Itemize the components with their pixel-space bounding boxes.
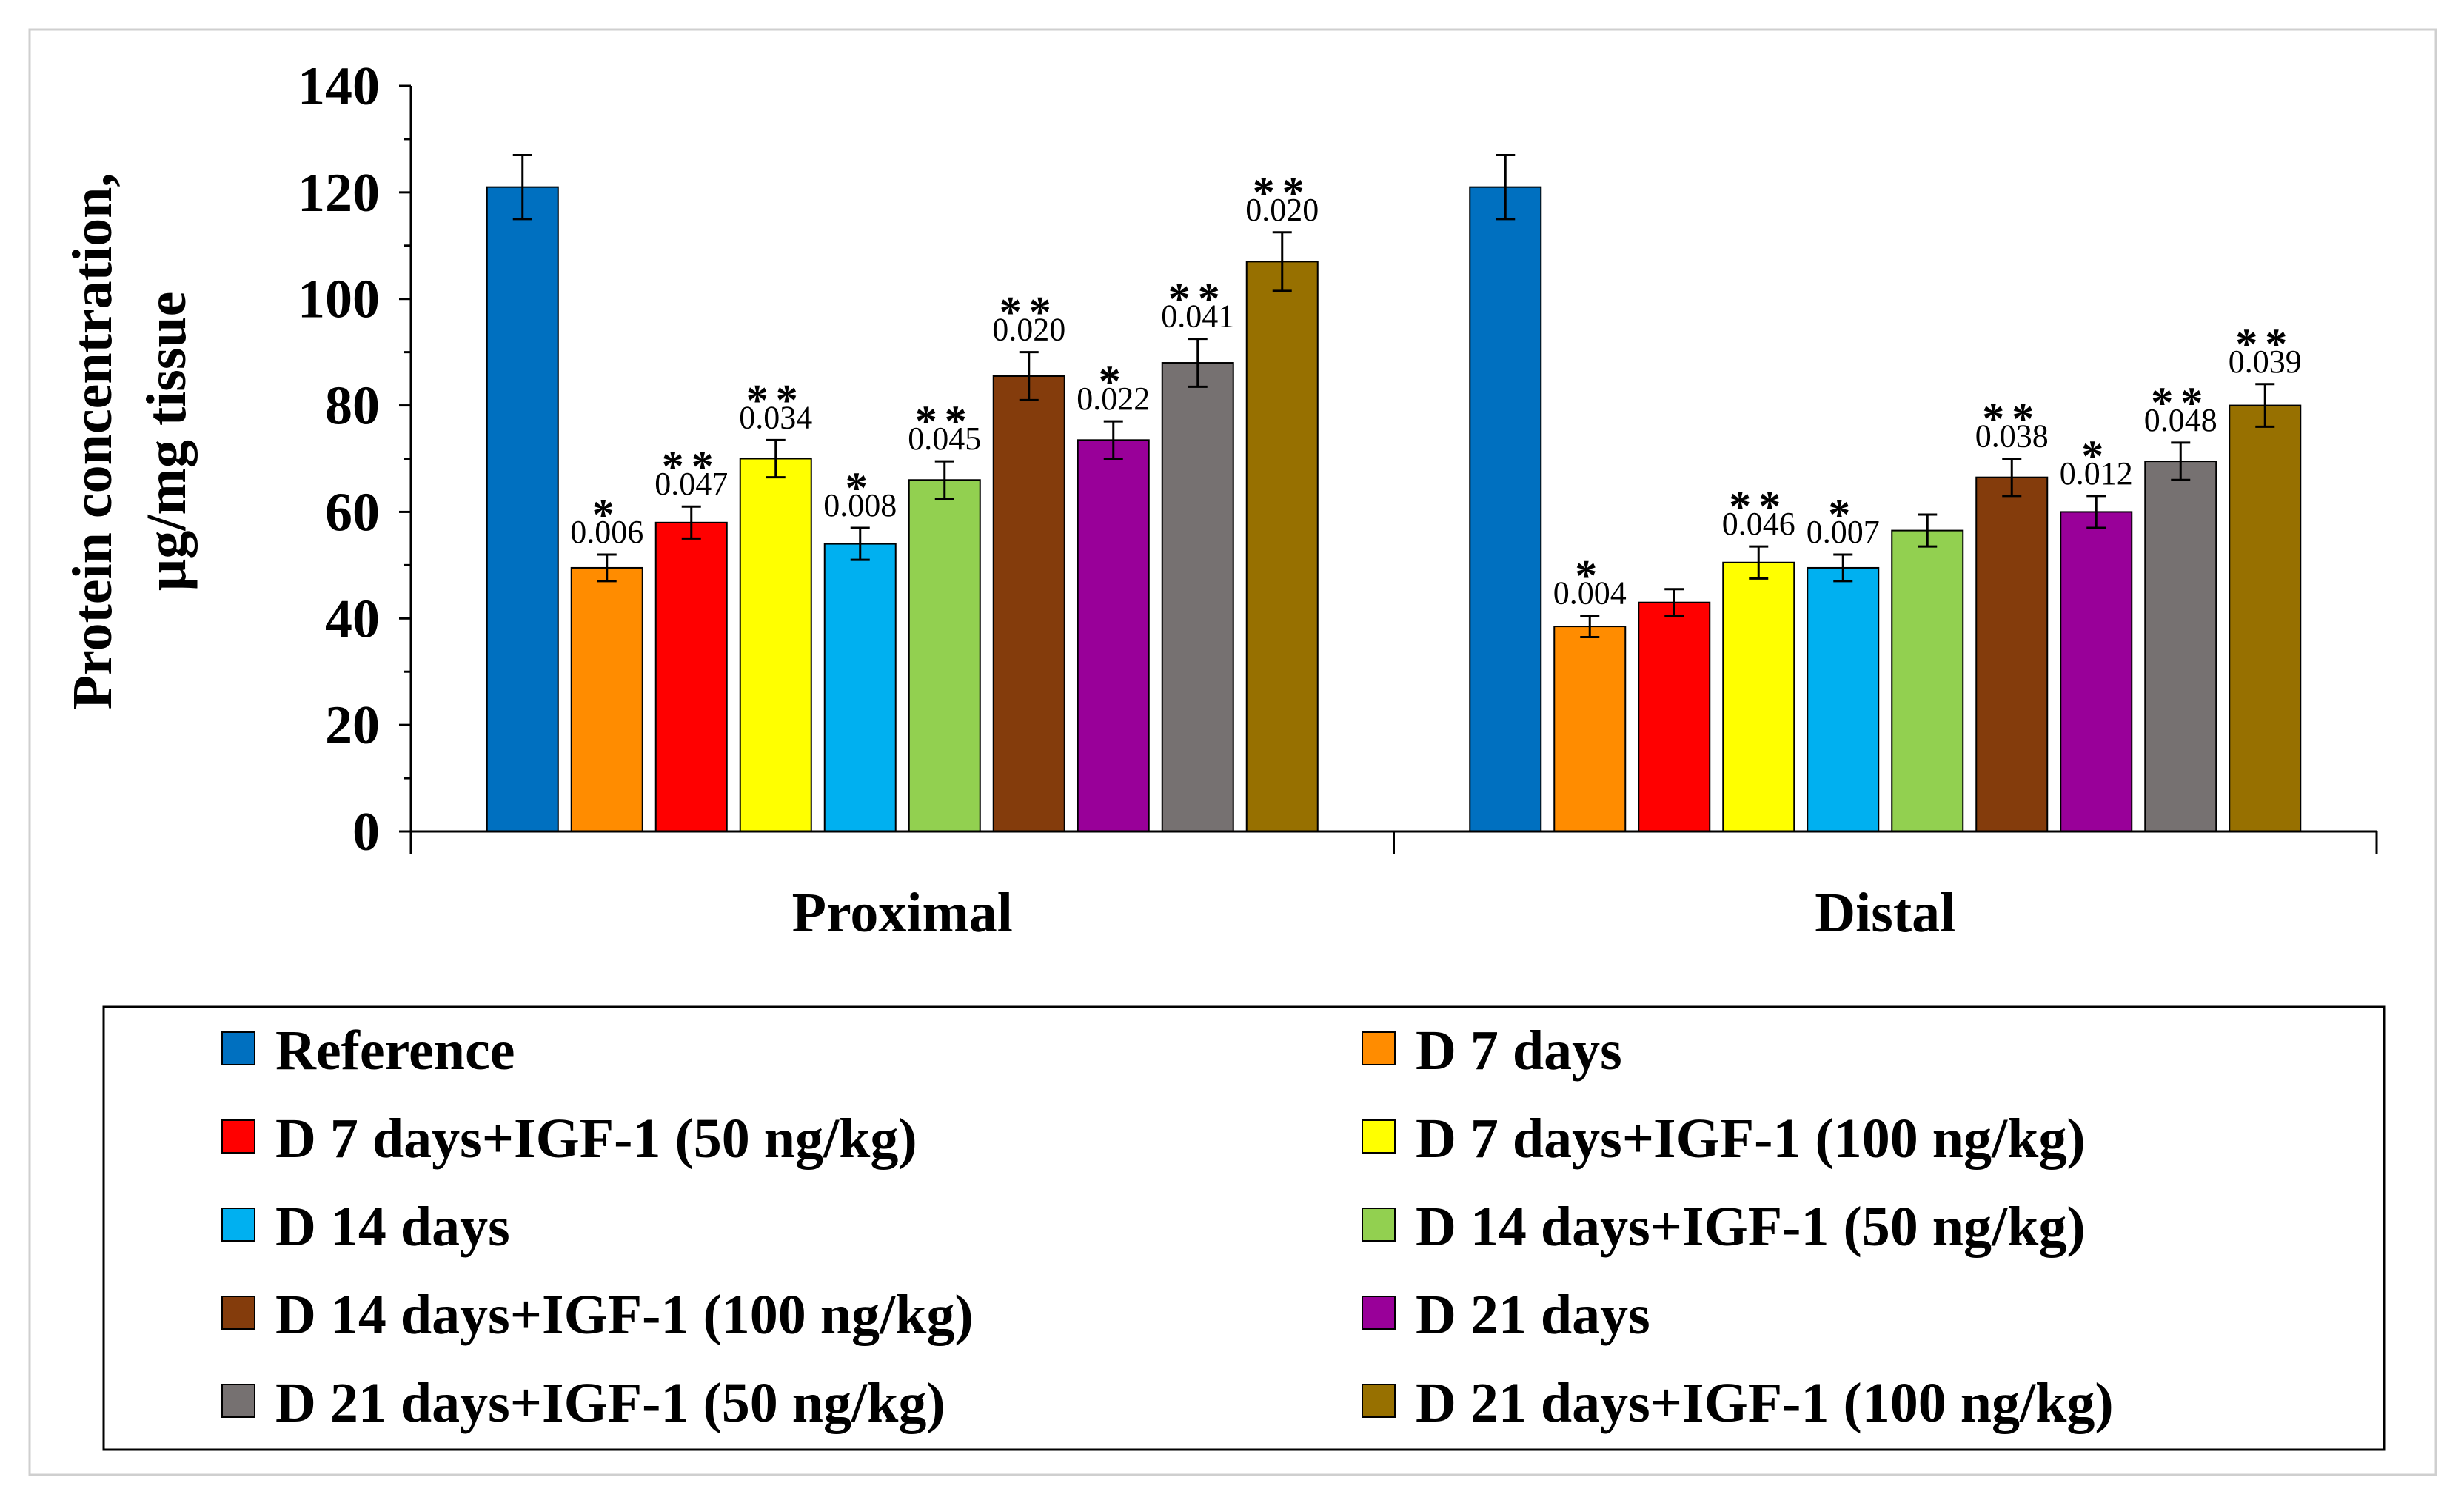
legend-label: D 21 days+IGF-1 (50 ng/kg) [275,1372,945,1434]
p-value-label: 0.047 [654,466,728,502]
p-value-label: 0.022 [1077,381,1150,417]
p-value-label: 0.004 [1553,575,1627,612]
bar [1077,439,1150,832]
p-value-label: 0.039 [2229,344,2302,380]
legend-swatch [221,1119,255,1154]
bar [654,521,728,832]
significance-stars: ** [915,397,974,446]
significance-stars: ** [746,375,806,424]
bar [1638,601,1711,832]
bar [1722,561,1795,833]
p-value-label: 0.020 [992,312,1065,348]
p-value-label: 0.038 [1975,418,2049,455]
p-value-label: 0.045 [908,421,981,457]
significance-stars: ** [2235,320,2294,369]
bar [992,375,1065,832]
legend-swatch [1362,1031,1396,1065]
y-tick-label: 140 [298,56,380,117]
legend-label: D 7 days+IGF-1 (100 ng/kg) [1416,1108,2086,1170]
y-tick-label: 20 [325,695,380,756]
bar [1807,566,1880,832]
legend-box [102,1005,2386,1451]
legend: Reference D 7 days D 7 days+IGF-1 (50 ng/k… [221,1019,2114,1434]
bar [1975,476,2049,832]
y-axis: 0 20 40 60 80 100 120 140 [298,56,412,863]
significance-stars: ** [662,442,721,491]
legend-swatch [1362,1384,1396,1418]
plot-area: 0.006*0.047**0.034**0.008*0.045**0.020**… [486,154,2302,833]
legend-swatch [221,1208,255,1242]
y-axis-title-line-2: µg/mg tissue [135,292,198,592]
y-axis-title-line-1: Protein concentration, [61,173,124,710]
x-category-label: Proximal [792,882,1013,944]
significance-stars: ** [1982,395,2041,443]
bar [1553,626,1627,832]
legend-swatch [1362,1208,1396,1242]
significance-stars: * [2081,432,2111,481]
significance-stars: ** [1253,168,1312,217]
p-value-label: 0.048 [2144,402,2217,438]
legend-swatch [221,1031,255,1065]
significance-stars: * [846,463,875,512]
significance-stars: ** [1000,288,1059,337]
p-value-label: 0.020 [1245,192,1319,228]
p-value-label: 0.008 [823,487,897,523]
significance-stars: * [1828,490,1858,539]
p-value-label: 0.012 [2060,455,2133,492]
significance-stars: * [1099,357,1128,406]
y-axis-title: Protein concentration, µg/mg tissue [61,173,198,710]
y-tick-label: 80 [325,376,380,437]
significance-stars: ** [2151,378,2210,427]
legend-swatch [221,1296,255,1330]
legend-swatch [1362,1296,1396,1330]
bar [486,186,559,832]
bar [2229,404,2302,832]
bar [1891,529,1964,832]
legend-label: D 21 days [1416,1284,1650,1346]
bar [739,458,812,832]
legend-swatch [1362,1119,1396,1154]
y-tick-label: 40 [325,589,380,649]
p-value-label: 0.041 [1161,298,1234,335]
y-tick-label: 60 [325,482,380,543]
bar [2144,461,2217,832]
bar [1469,186,1542,832]
bar [908,479,981,832]
x-category-label: Distal [1815,882,1955,944]
p-value-label: 0.006 [570,514,643,550]
legend-swatch [221,1384,255,1418]
bar [570,566,643,832]
y-tick-label: 120 [298,163,380,224]
p-value-label: 0.034 [739,399,812,435]
y-tick-label: 100 [298,269,380,330]
bar [823,543,897,832]
legend-label: D 21 days+IGF-1 (100 ng/kg) [1416,1372,2114,1434]
legend-label: D 14 days+IGF-1 (50 ng/kg) [1416,1196,2086,1258]
legend-label: D 14 days [275,1196,510,1258]
legend-label: D 7 days [1416,1019,1622,1082]
y-tick-label: 0 [352,802,380,863]
significance-stars: * [1575,552,1604,600]
x-axis: Proximal Distal [409,830,2378,944]
bar [1245,261,1319,833]
legend-label: Reference [275,1019,515,1082]
legend-label: D 14 days+IGF-1 (100 ng/kg) [275,1284,974,1346]
significance-stars: ** [1168,275,1228,324]
significance-stars: * [592,490,622,539]
bar [1161,362,1234,832]
p-value-label: 0.046 [1722,506,1795,542]
p-value-label: 0.007 [1807,514,1880,550]
legend-label: D 7 days+IGF-1 (50 ng/kg) [275,1108,917,1170]
bar [2060,511,2133,833]
significance-stars: ** [1729,482,1788,531]
